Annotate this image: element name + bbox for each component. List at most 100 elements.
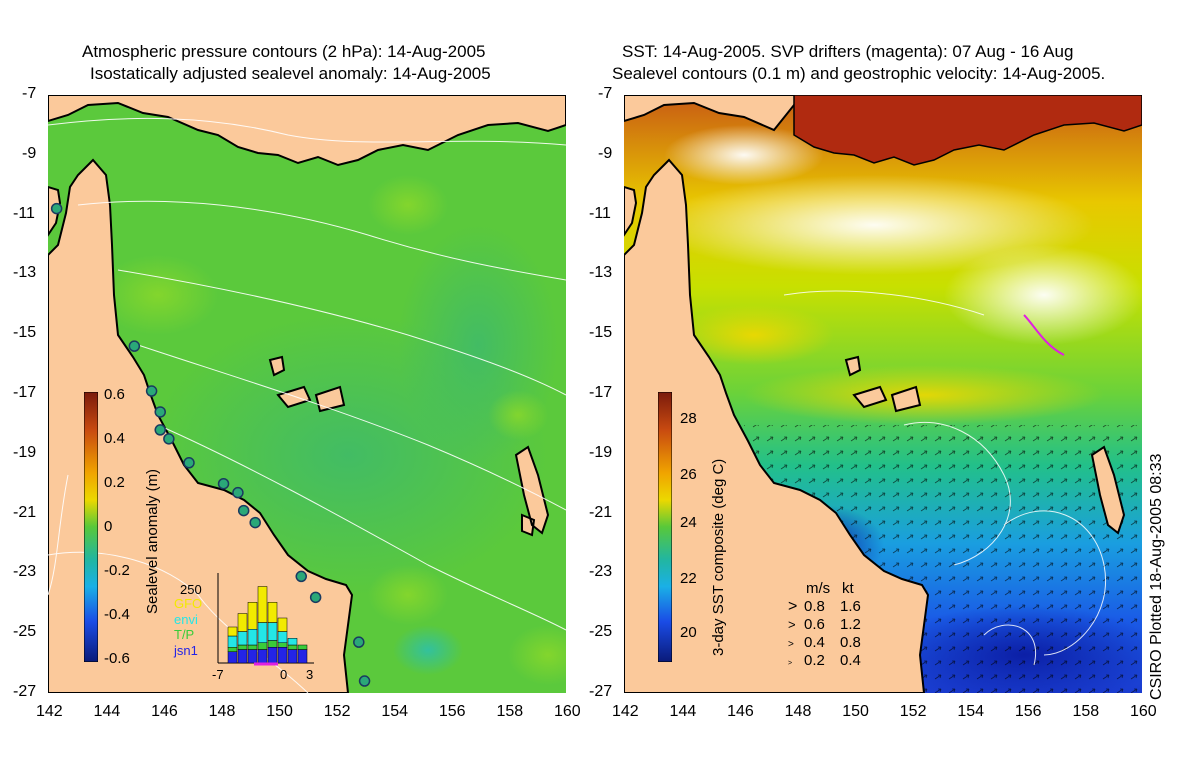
anomaly-blob: [98, 255, 218, 335]
y-tick-label: -15: [13, 324, 37, 342]
histogram-x-tick: 0: [280, 667, 288, 682]
velocity-arrow-icon: >: [788, 617, 796, 632]
velocity-legend-row: >0.6 1.2: [788, 616, 861, 633]
histogram-legend-jsn1: jsn1: [174, 643, 198, 658]
histogram-bar: [287, 649, 298, 664]
tide-gauges: [50, 202, 371, 687]
right-colorbar-tick: 26: [680, 466, 697, 483]
left-title-line1: Atmospheric pressure contours (2 hPa): 1…: [82, 42, 486, 61]
histogram-bar: [267, 602, 278, 623]
histogram-bar: [247, 602, 258, 630]
x-tick-label: 158: [1072, 703, 1100, 720]
histogram-bar: [297, 649, 308, 664]
histogram-bar: [227, 626, 238, 637]
x-tick-label: 150: [266, 703, 293, 720]
right-colorbar-tick: 28: [680, 410, 697, 427]
x-tick-label: 146: [151, 703, 178, 720]
velocity-arrow-icon: >: [788, 639, 794, 650]
left-colorbar-tick: 0.6: [104, 386, 125, 403]
histogram-bar: [277, 647, 288, 664]
y-tick-label: -21: [13, 503, 37, 521]
left-colorbar: [84, 392, 98, 662]
histogram-bar: [237, 649, 248, 664]
x-tick-label: 144: [669, 703, 697, 720]
land-png-warm: [793, 95, 1142, 166]
right-title-line1: SST: 14-Aug-2005. SVP drifters (magenta)…: [622, 42, 1074, 61]
x-tick-label: 142: [36, 703, 63, 720]
tide-gauge-marker: [154, 424, 166, 436]
velocity-legend-ms-header: m/s: [806, 580, 831, 597]
drifter-track: [1023, 314, 1065, 356]
island: [844, 355, 1126, 535]
y-tick-label: -13: [13, 264, 37, 282]
tide-gauge-marker: [217, 477, 230, 490]
histogram-bar: [277, 642, 288, 648]
land-australia: [48, 158, 354, 693]
tide-gauge-marker: [128, 340, 141, 352]
velocity-legend-row: >0.4 0.8: [788, 634, 861, 651]
right-colorbar-tick: 24: [680, 514, 697, 531]
velocity-kt: 0.8: [840, 634, 861, 651]
x-tick-label: 152: [899, 703, 927, 720]
histogram-bar: [287, 644, 298, 650]
y-tick-label: -9: [22, 144, 37, 162]
tide-gauge-marker: [249, 516, 261, 529]
land-new-guinea: [48, 95, 566, 167]
anomaly-blob: [368, 175, 448, 235]
y-tick-label: -25: [589, 623, 613, 641]
y-tick-label: -11: [589, 204, 611, 222]
histogram-bar: [277, 617, 288, 632]
left-colorbar-tick: 0.4: [104, 430, 125, 447]
tide-gauge-marker: [358, 675, 371, 687]
histogram-bar: [237, 631, 248, 646]
x-tick-label: 142: [612, 703, 639, 720]
histogram-bar: [257, 649, 268, 664]
anomaly-blob: [393, 625, 463, 675]
y-tick-label: -7: [598, 85, 613, 102]
velocity-legend-kt-header: kt: [842, 580, 854, 597]
velocity-ms: 0.2: [804, 652, 825, 669]
credit-text: CSIRO Plotted 18-Aug-2005 08:33: [1148, 453, 1165, 700]
left-map: [48, 95, 566, 693]
velocity-legend-row: >0.2 0.4: [788, 652, 861, 669]
sealevel-contours: [783, 290, 1106, 666]
velocity-kt: 1.2: [840, 616, 861, 633]
histogram-bar: [267, 640, 278, 648]
left-colorbar-label: Sealevel anomaly (m): [144, 468, 161, 614]
x-tick-label: 156: [438, 703, 466, 720]
right-map-panel: [624, 95, 1142, 693]
histogram-bar: [257, 642, 268, 650]
left-colorbar-tick: 0.2: [104, 474, 125, 491]
x-tick-label: 154: [957, 703, 985, 720]
tide-gauge-marker: [309, 591, 322, 604]
histogram-bar: [267, 622, 278, 641]
right-colorbar-tick: 20: [680, 624, 697, 641]
x-tick-label: 148: [208, 703, 236, 720]
histogram-y-tick: 250: [180, 582, 202, 597]
histogram-bar: [237, 644, 248, 650]
left-colorbar-tick: -0.4: [104, 606, 130, 623]
y-tick-label: -13: [589, 264, 613, 282]
histogram-x-tick: -7: [212, 667, 224, 682]
y-tick-label: -27: [589, 683, 613, 700]
tide-gauge-marker: [295, 570, 307, 583]
velocity-kt: 1.6: [840, 598, 861, 615]
y-tick-label: -19: [589, 443, 613, 461]
right-colorbar: [658, 392, 672, 662]
histogram-bar: [257, 622, 268, 643]
y-tick-label: -17: [13, 384, 37, 401]
histogram-legend-tp: T/P: [174, 627, 195, 642]
left-title-line2: Isostatically adjusted sealevel anomaly:…: [90, 64, 491, 83]
histogram-bar: [297, 644, 308, 650]
histogram-legend-envi: envi: [174, 612, 198, 627]
tide-gauge-marker: [145, 385, 158, 397]
inset-histogram: [217, 573, 314, 666]
velocity-ms: 0.4: [804, 634, 825, 651]
histogram-bar: [247, 644, 258, 650]
left-map-panel: [48, 95, 566, 693]
x-tick-label: 146: [727, 703, 754, 720]
anomaly-blob: [508, 625, 566, 685]
velocity-ms: 0.8: [804, 598, 825, 615]
velocity-arrow-icon: >: [788, 598, 798, 615]
x-tick-label: 160: [554, 703, 581, 720]
